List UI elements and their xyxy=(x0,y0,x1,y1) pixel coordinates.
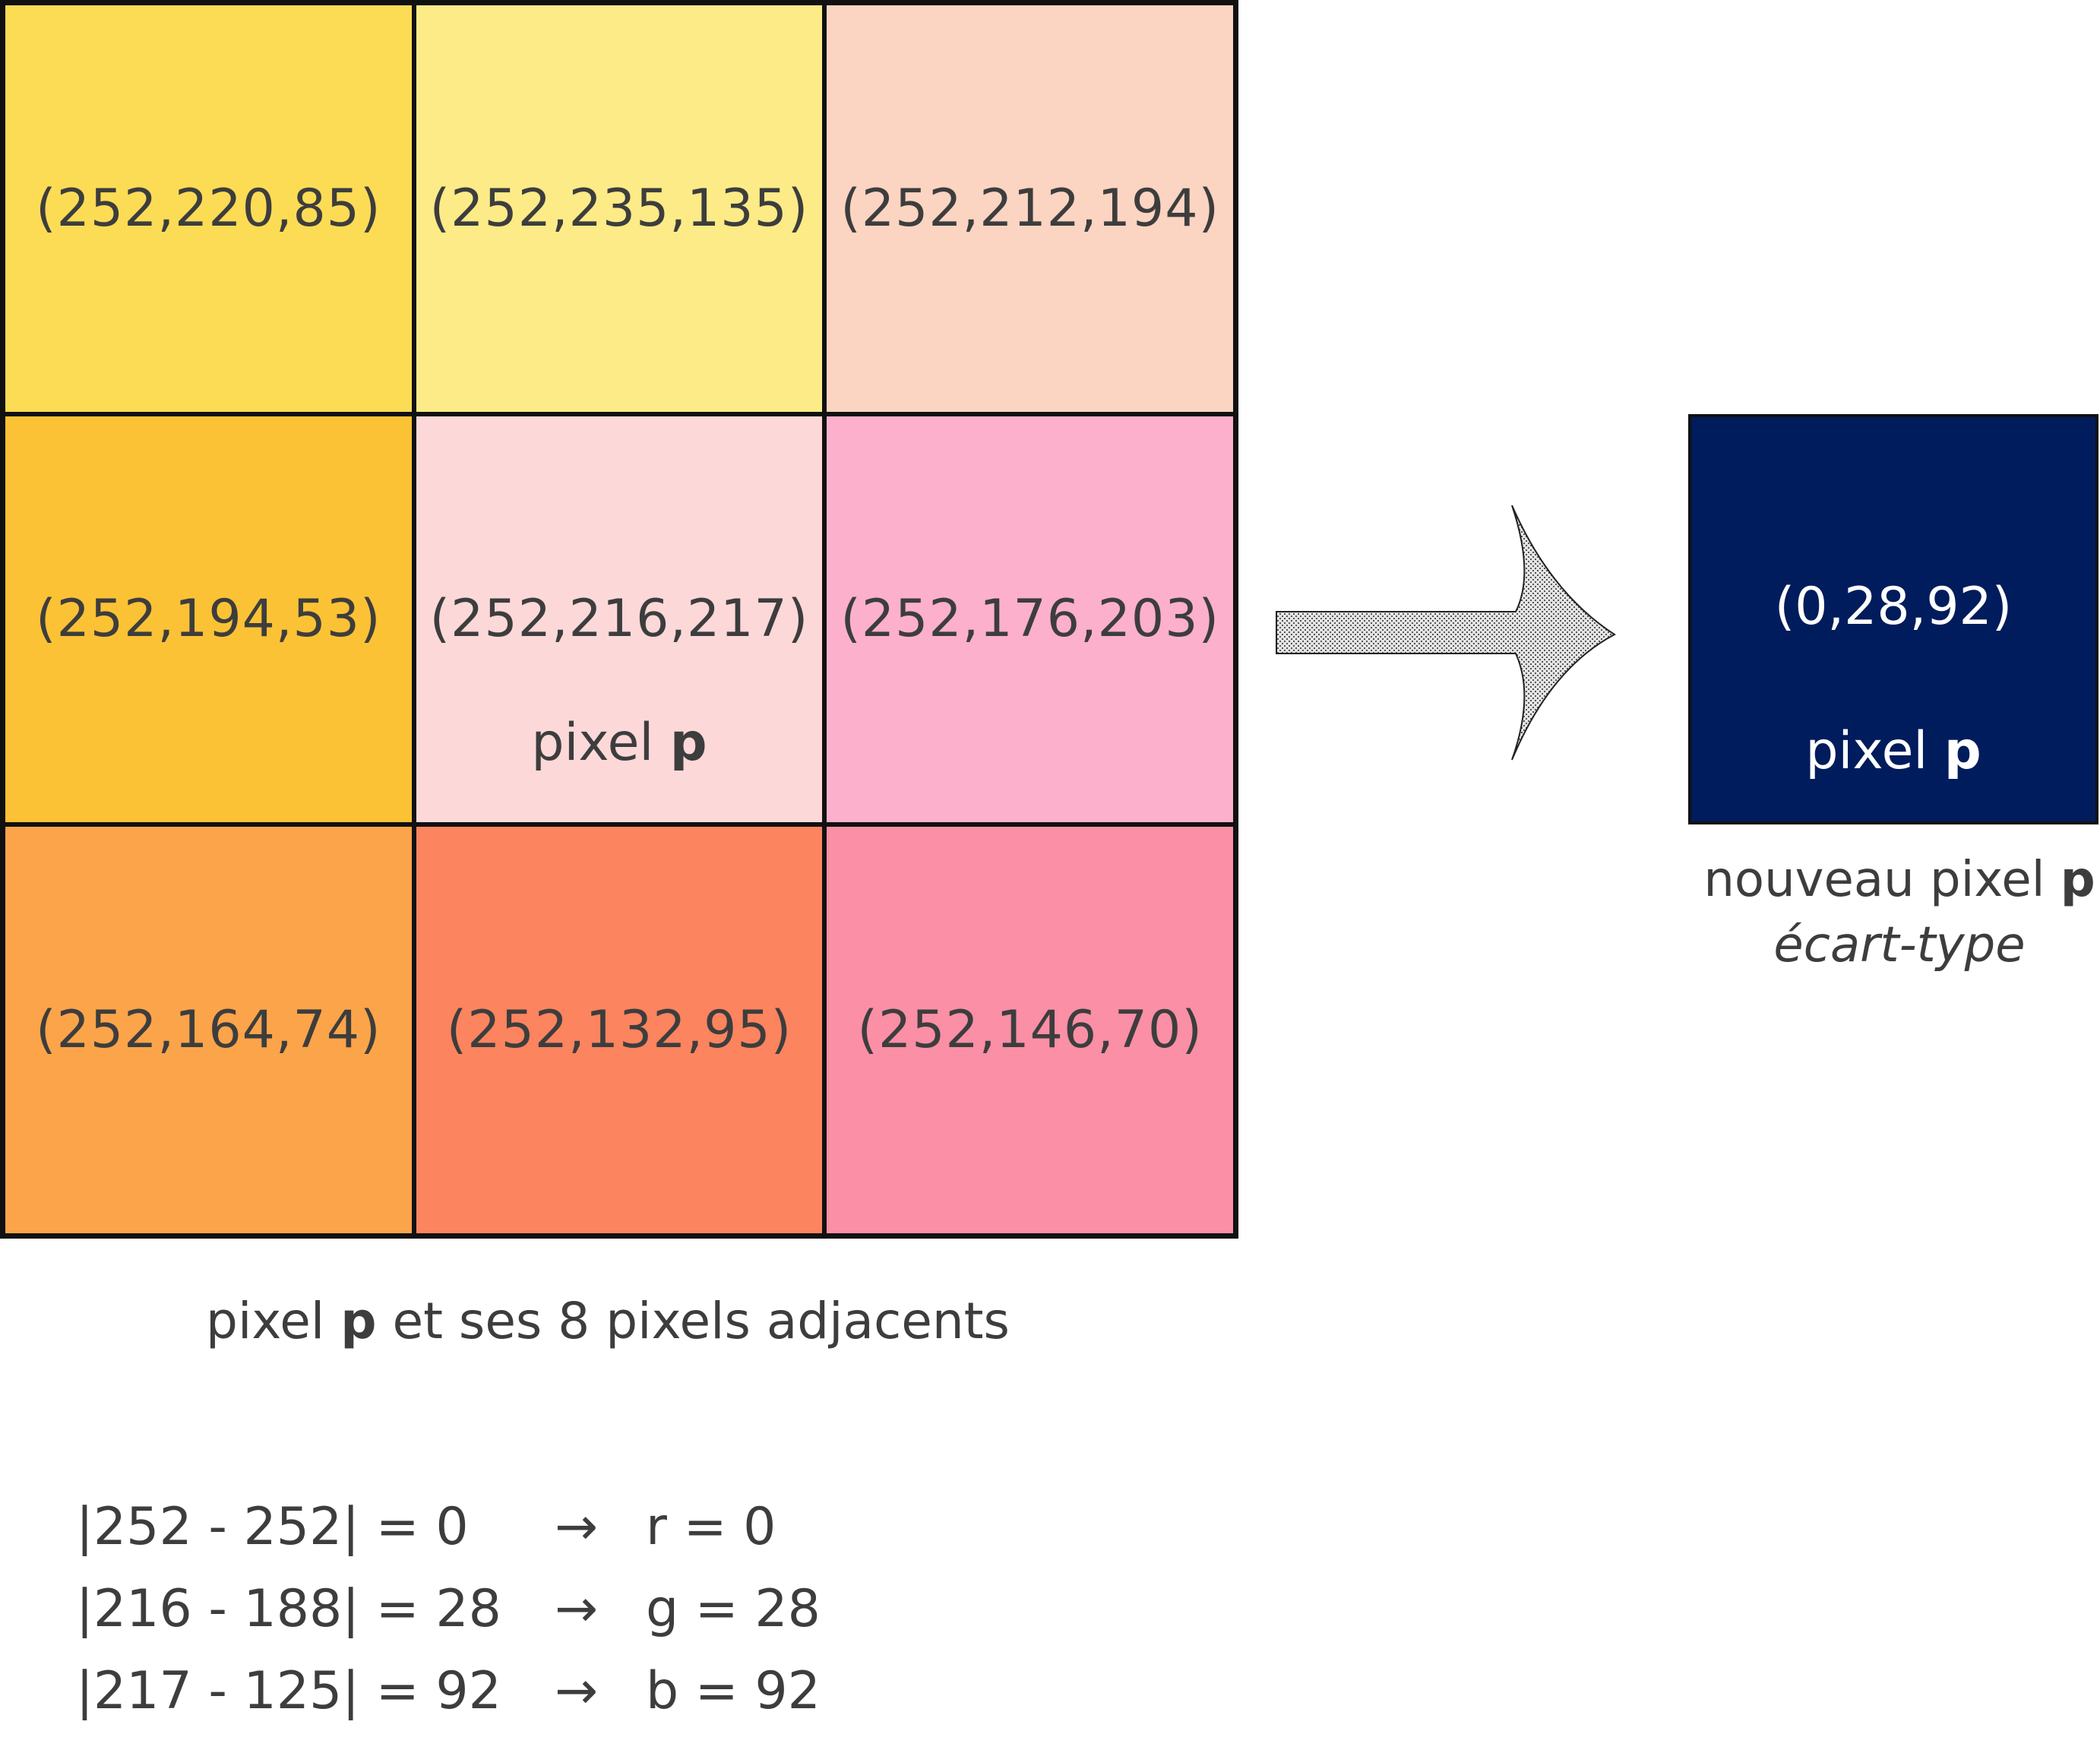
right-arrow-icon: → xyxy=(555,1497,598,1557)
result-caption-subtitle: écart-type xyxy=(1773,917,2026,973)
result-pixel: (0,28,92) pixel p xyxy=(1688,414,2098,824)
pixel-rgb-value: (252,164,74) xyxy=(36,1000,381,1061)
right-arrow-icon: → xyxy=(555,1661,598,1721)
result-caption: nouveau pixel p écart-type xyxy=(1668,847,2100,978)
computation-result: r = 0 xyxy=(646,1497,776,1557)
computation-expression: |216 - 188| = 28 xyxy=(76,1579,501,1639)
pixel-grid: (252,220,85) (252,235,135) (252,212,194)… xyxy=(0,0,1238,1239)
pixel-cell-top-left: (252,220,85) xyxy=(3,3,414,414)
grid-caption: pixel p et ses 8 pixels adjacents xyxy=(206,1292,1010,1350)
pixel-cell-center: (252,216,217) pixel p xyxy=(413,413,825,825)
computation-expression: |217 - 125| = 92 xyxy=(76,1661,501,1721)
result-caption-title: nouveau pixel p xyxy=(1703,852,2095,908)
result-rgb-value: (0,28,92) xyxy=(1774,577,2013,637)
right-arrow-icon: → xyxy=(555,1579,598,1639)
pixel-rgb-value: (252,235,135) xyxy=(429,178,809,239)
computation-result: g = 28 xyxy=(646,1579,821,1639)
pixel-cell-bottom-right: (252,146,70) xyxy=(824,824,1235,1236)
pixel-rgb-value: (252,176,203) xyxy=(840,589,1219,650)
pixel-rgb-value: (252,194,53) xyxy=(36,589,381,650)
pixel-rgb-value: (252,220,85) xyxy=(36,178,381,239)
pixel-cell-top-center: (252,235,135) xyxy=(413,3,825,414)
pixel-rgb-value: (252,212,194) xyxy=(840,178,1219,239)
pixel-cell-top-right: (252,212,194) xyxy=(824,3,1235,414)
pixel-rgb-value: (252,216,217) xyxy=(429,589,809,650)
pixel-cell-bottom-left: (252,164,74) xyxy=(3,824,414,1236)
pixel-cell-middle-left: (252,194,53) xyxy=(3,413,414,825)
pixel-rgb-value: (252,132,95) xyxy=(446,1000,792,1061)
pixel-cell-bottom-center: (252,132,95) xyxy=(413,824,825,1236)
pixel-p-label: pixel p xyxy=(531,712,707,773)
right-arrow-icon xyxy=(1276,505,1616,761)
pixel-cell-middle-right: (252,176,203) xyxy=(824,413,1235,825)
computation-expression: |252 - 252| = 0 xyxy=(76,1497,469,1557)
pixel-rgb-value: (252,146,70) xyxy=(857,1000,1203,1061)
result-pixel-label: pixel p xyxy=(1805,721,1981,781)
computation-result: b = 92 xyxy=(646,1661,821,1721)
